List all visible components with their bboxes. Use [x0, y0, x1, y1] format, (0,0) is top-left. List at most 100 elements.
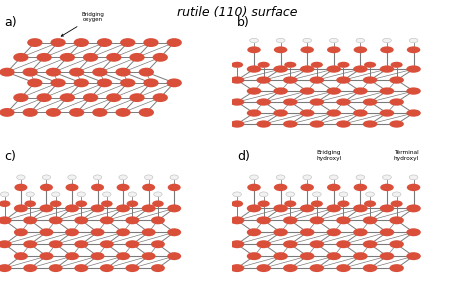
Circle shape — [329, 175, 338, 180]
Text: a): a) — [5, 16, 17, 29]
Circle shape — [167, 228, 181, 236]
Circle shape — [409, 175, 418, 180]
Circle shape — [284, 200, 296, 207]
Circle shape — [336, 216, 351, 224]
Text: b): b) — [237, 16, 250, 29]
Circle shape — [42, 175, 51, 180]
Circle shape — [247, 65, 261, 73]
Circle shape — [230, 77, 245, 84]
Circle shape — [353, 65, 368, 73]
Circle shape — [106, 93, 121, 102]
Circle shape — [301, 46, 314, 53]
Circle shape — [311, 200, 323, 207]
Circle shape — [380, 184, 394, 191]
Circle shape — [383, 175, 392, 180]
Circle shape — [310, 98, 324, 106]
Circle shape — [116, 204, 130, 212]
Circle shape — [353, 87, 368, 95]
Circle shape — [380, 228, 394, 236]
Circle shape — [356, 175, 365, 180]
Circle shape — [100, 240, 114, 248]
Circle shape — [142, 252, 155, 260]
Circle shape — [127, 200, 138, 207]
Circle shape — [74, 264, 88, 272]
Circle shape — [0, 192, 9, 197]
Circle shape — [167, 204, 181, 212]
Circle shape — [363, 240, 377, 248]
Circle shape — [337, 62, 349, 68]
Circle shape — [390, 120, 404, 128]
Circle shape — [126, 240, 139, 248]
Circle shape — [233, 192, 241, 197]
Circle shape — [14, 204, 28, 212]
Circle shape — [274, 46, 287, 53]
Circle shape — [143, 38, 159, 47]
Circle shape — [303, 175, 311, 180]
Circle shape — [283, 240, 298, 248]
Circle shape — [256, 216, 271, 224]
Circle shape — [354, 184, 367, 191]
Circle shape — [92, 68, 108, 77]
Circle shape — [231, 62, 243, 68]
Circle shape — [129, 53, 145, 62]
Circle shape — [23, 264, 37, 272]
Circle shape — [336, 98, 351, 106]
Circle shape — [129, 93, 145, 102]
Circle shape — [39, 252, 54, 260]
Circle shape — [0, 240, 11, 248]
Circle shape — [250, 38, 258, 43]
Circle shape — [23, 108, 38, 117]
Circle shape — [283, 98, 298, 106]
Circle shape — [65, 184, 79, 191]
Circle shape — [0, 68, 15, 77]
Circle shape — [300, 87, 314, 95]
Circle shape — [284, 62, 296, 68]
Circle shape — [153, 53, 168, 62]
Circle shape — [247, 228, 261, 236]
Circle shape — [392, 192, 401, 197]
Circle shape — [406, 65, 421, 73]
Circle shape — [0, 264, 11, 272]
Circle shape — [40, 184, 53, 191]
Circle shape — [380, 65, 394, 73]
Circle shape — [390, 216, 404, 224]
Circle shape — [383, 38, 392, 43]
Circle shape — [139, 68, 154, 77]
Circle shape — [23, 216, 37, 224]
Circle shape — [273, 65, 288, 73]
Circle shape — [380, 110, 394, 117]
Circle shape — [354, 46, 367, 53]
Circle shape — [170, 175, 178, 180]
Circle shape — [258, 200, 270, 207]
Circle shape — [256, 120, 271, 128]
Circle shape — [336, 120, 351, 128]
Circle shape — [116, 252, 130, 260]
Circle shape — [259, 192, 268, 197]
Circle shape — [49, 240, 63, 248]
Circle shape — [46, 108, 61, 117]
Text: d): d) — [237, 150, 250, 164]
Circle shape — [83, 53, 98, 62]
Circle shape — [230, 120, 245, 128]
Circle shape — [231, 200, 243, 207]
Circle shape — [327, 252, 341, 260]
Circle shape — [407, 184, 420, 191]
Circle shape — [151, 216, 165, 224]
Circle shape — [60, 93, 75, 102]
Circle shape — [27, 79, 43, 87]
Circle shape — [353, 228, 368, 236]
Circle shape — [390, 264, 404, 272]
Circle shape — [0, 216, 11, 224]
Text: rutile (110) surface: rutile (110) surface — [177, 6, 297, 19]
Circle shape — [258, 62, 270, 68]
Circle shape — [92, 108, 108, 117]
Circle shape — [283, 77, 298, 84]
Circle shape — [52, 192, 60, 197]
Circle shape — [353, 204, 368, 212]
Circle shape — [276, 38, 285, 43]
Circle shape — [380, 87, 394, 95]
Circle shape — [151, 264, 165, 272]
Circle shape — [273, 204, 288, 212]
Circle shape — [0, 108, 15, 117]
Circle shape — [50, 79, 66, 87]
